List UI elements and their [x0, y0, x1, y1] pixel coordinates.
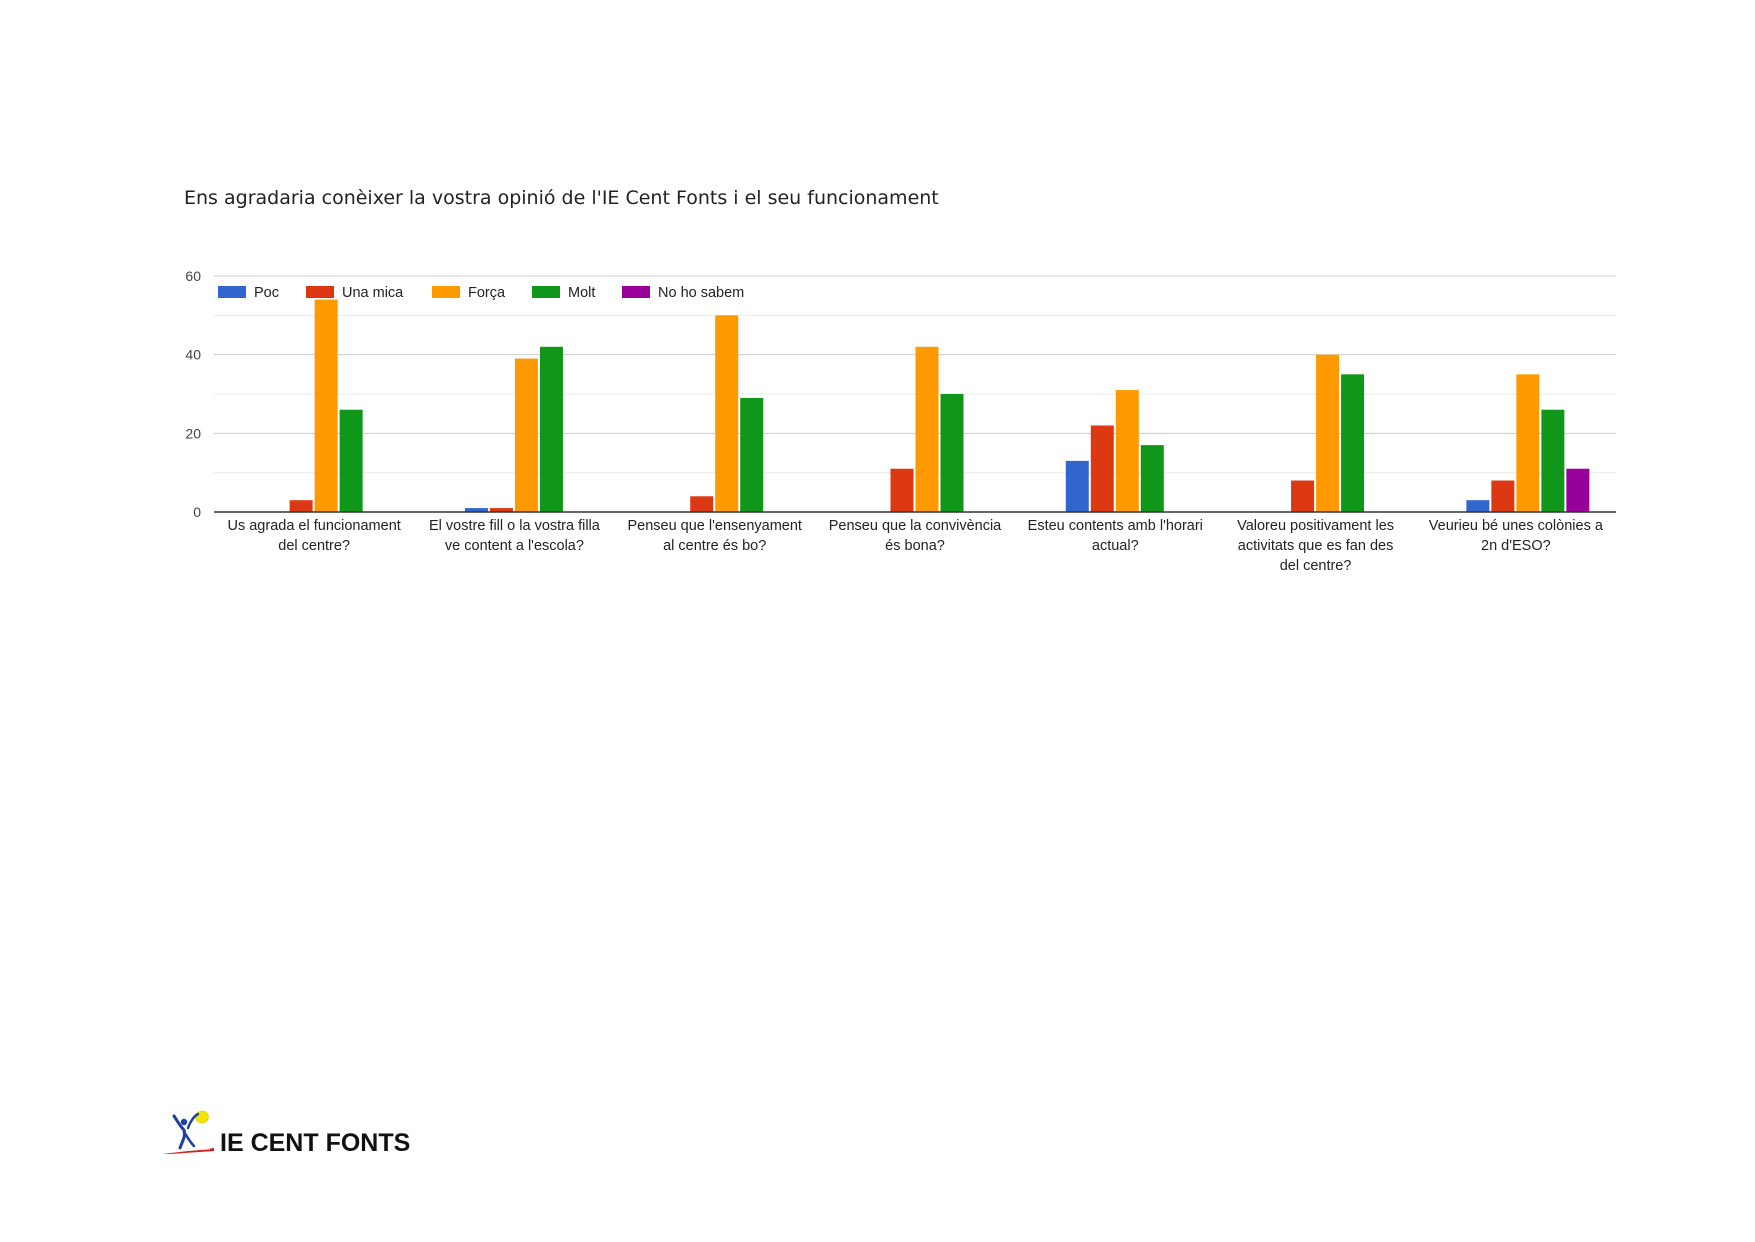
- x-category-label: actual?: [1092, 538, 1139, 554]
- bar-força-1: [314, 299, 338, 512]
- bar-força-3: [715, 315, 739, 512]
- y-tick-label: 0: [193, 504, 201, 520]
- x-category-label: 2n d'ESO?: [1481, 538, 1551, 554]
- bars: [289, 299, 1590, 512]
- x-category-label: activitats que es fan des: [1238, 538, 1394, 554]
- bar-força-6: [1316, 354, 1340, 512]
- bar-no-ho-sabem-7: [1566, 468, 1590, 512]
- bar-una-mica-3: [690, 496, 714, 512]
- legend-label: No ho sabem: [658, 285, 744, 301]
- legend-swatch: [432, 286, 460, 298]
- logo-icon: [162, 1110, 214, 1154]
- bar-molt-1: [339, 409, 363, 512]
- logo-text: IE CENT FONTS: [220, 1129, 411, 1157]
- bar-una-mica-4: [890, 468, 914, 512]
- x-category-label: Us agrada el funcionament: [227, 518, 400, 534]
- legend-swatch: [306, 286, 334, 298]
- legend-label: Molt: [568, 285, 595, 301]
- legend-swatch: [532, 286, 560, 298]
- x-category-label: Esteu contents amb l'horari: [1028, 518, 1203, 534]
- bar-una-mica-2: [489, 508, 513, 512]
- bar-molt-5: [1140, 445, 1164, 512]
- bar-poc-2: [464, 508, 488, 512]
- bar-una-mica-5: [1090, 425, 1114, 512]
- x-category-label: del centre?: [278, 538, 350, 554]
- grid: [214, 275, 1616, 513]
- x-category-label: Veurieu bé unes colònies a: [1429, 518, 1604, 534]
- bar-una-mica-7: [1491, 480, 1515, 512]
- legend-swatch: [218, 286, 246, 298]
- footer-logo: IE CENT FONTS: [160, 1108, 410, 1156]
- bar-força-7: [1516, 374, 1540, 512]
- bar-força-2: [514, 358, 538, 512]
- legend-label: Força: [468, 285, 506, 301]
- bar-una-mica-6: [1291, 480, 1315, 512]
- legend-label: Poc: [254, 285, 279, 301]
- bar-molt-7: [1541, 409, 1565, 512]
- bar-força-5: [1115, 390, 1139, 512]
- bar-força-4: [915, 346, 939, 512]
- bar-molt-2: [539, 346, 563, 512]
- x-category-label: Penseu que la convivència: [829, 518, 1002, 534]
- x-category-label: ve content a l'escola?: [445, 538, 584, 554]
- x-category-label: al centre és bo?: [663, 538, 766, 554]
- chart-title: Ens agradaria conèixer la vostra opinió …: [184, 187, 939, 209]
- bar-molt-3: [740, 397, 764, 512]
- x-category-label: és bona?: [885, 538, 945, 554]
- legend-label: Una mica: [342, 285, 404, 301]
- y-tick-label: 60: [185, 268, 201, 284]
- y-tick-label: 40: [185, 347, 201, 363]
- x-category-label: Penseu que l'ensenyament: [627, 518, 801, 534]
- x-category-label: El vostre fill o la vostra filla: [429, 518, 601, 534]
- bar-molt-6: [1341, 374, 1365, 512]
- bar-poc-5: [1065, 460, 1089, 512]
- legend-swatch: [622, 286, 650, 298]
- bar-una-mica-1: [289, 500, 313, 512]
- x-category-label: Valoreu positivament les: [1237, 518, 1394, 534]
- y-tick-label: 20: [185, 425, 201, 441]
- legend: Poc Una mica Força Molt No ho sabem: [218, 285, 744, 301]
- bar-poc-7: [1466, 500, 1490, 512]
- axes: 0 20 40 60 Us agrada el funcionament del cent…: [185, 268, 1616, 574]
- bar-molt-4: [940, 394, 964, 512]
- x-category-label: del centre?: [1280, 558, 1352, 574]
